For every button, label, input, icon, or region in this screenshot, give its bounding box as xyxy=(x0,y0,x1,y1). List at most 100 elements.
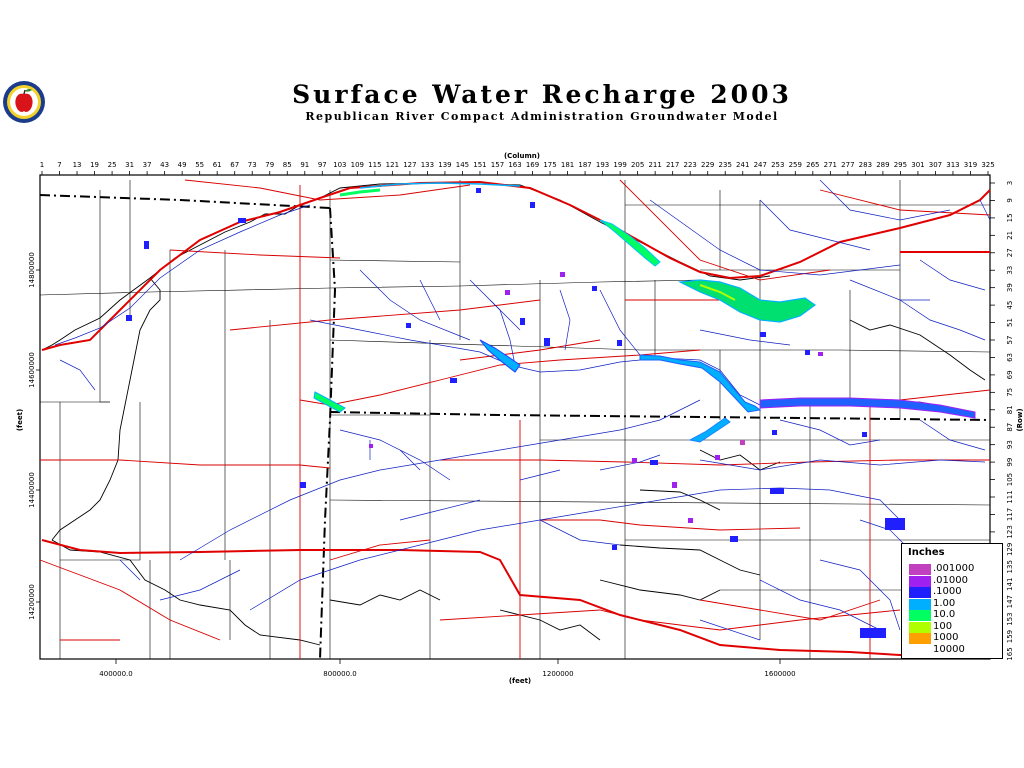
row-tick-label: 45 xyxy=(1006,301,1014,310)
column-tick-label: 115 xyxy=(368,161,381,169)
rivers xyxy=(54,179,991,641)
legend-swatch xyxy=(909,587,931,598)
column-tick-label: 205 xyxy=(631,161,644,169)
row-tick-label: 81 xyxy=(1006,405,1014,414)
x-feet-tick-label: 1600000 xyxy=(764,670,795,678)
column-tick-label: 55 xyxy=(195,161,204,169)
row-tick-label: 99 xyxy=(1006,458,1014,467)
column-tick-label: 211 xyxy=(648,161,661,169)
legend-entry: 1000 xyxy=(909,632,999,644)
x-feet-tick-label: 800000.0 xyxy=(323,670,356,678)
column-tick-label: 7 xyxy=(57,161,61,169)
row-tick-label: 165 xyxy=(1006,647,1014,660)
row-tick-label: 33 xyxy=(1006,266,1014,275)
column-tick-label: 295 xyxy=(894,161,907,169)
legend-label: .1000 xyxy=(933,586,962,597)
agency-logo-icon xyxy=(2,80,46,124)
row-tick-label: 27 xyxy=(1006,248,1014,257)
column-tick-label: 1 xyxy=(40,161,44,169)
legend-entry: 10000 xyxy=(909,643,999,656)
column-tick-label: 79 xyxy=(265,161,274,169)
column-tick-label: 133 xyxy=(421,161,434,169)
y-feet-axis: (feet) 14800000 14600000 14400000 14200000 xyxy=(16,252,40,620)
column-tick-label: 169 xyxy=(526,161,539,169)
column-tick-label: 217 xyxy=(666,161,679,169)
column-tick-label: 271 xyxy=(824,161,837,169)
map-frame xyxy=(39,174,991,660)
legend-entry: 10.0 xyxy=(909,609,999,621)
map-subtitle: Republican River Compact Administration … xyxy=(305,110,779,123)
legend-swatch xyxy=(909,644,931,656)
state-lines xyxy=(39,194,991,660)
column-tick-label: 319 xyxy=(964,161,977,169)
column-tick-label: 97 xyxy=(318,161,327,169)
column-tick-label: 193 xyxy=(596,161,609,169)
row-tick-label: 159 xyxy=(1006,630,1014,643)
y-feet-tick-label: 14600000 xyxy=(28,352,36,388)
legend-label: 10.0 xyxy=(933,609,956,620)
column-axis-label: (Column) xyxy=(504,152,540,160)
column-tick-label: 175 xyxy=(543,161,556,169)
column-tick-label: 109 xyxy=(351,161,364,169)
row-tick-label: 93 xyxy=(1006,440,1014,449)
column-tick-label: 49 xyxy=(178,161,187,169)
row-tick-label: 75 xyxy=(1006,388,1014,397)
column-tick-label: 43 xyxy=(160,161,169,169)
legend-label: .01000 xyxy=(933,574,968,586)
column-tick-label: 283 xyxy=(859,161,872,169)
row-tick-label: 135 xyxy=(1006,560,1014,573)
x-feet-axis-label: (feet) xyxy=(509,677,531,685)
column-tick-label: 151 xyxy=(473,161,486,169)
row-tick-label: 9 xyxy=(1006,198,1014,202)
column-tick-label: 313 xyxy=(946,161,959,169)
column-tick-label: 301 xyxy=(911,161,924,169)
column-tick-label: 277 xyxy=(841,161,854,169)
row-tick-label: 39 xyxy=(1006,283,1014,292)
row-tick-label: 141 xyxy=(1006,578,1014,591)
legend-entry: .001000 xyxy=(909,563,999,575)
column-tick-label: 61 xyxy=(213,161,222,169)
column-tick-label: 265 xyxy=(806,161,819,169)
legend-entry: 100 xyxy=(909,621,999,633)
column-tick-label: 247 xyxy=(754,161,767,169)
column-tick-label: 145 xyxy=(456,161,469,169)
column-tick-label: 235 xyxy=(719,161,732,169)
recharge-cells xyxy=(126,182,976,638)
column-axis: (Column) 1 7 13 19 25 31 37 43 49 55 61 67 73 79 85 91 9… xyxy=(40,152,995,175)
y-feet-tick-label: 14200000 xyxy=(28,584,36,620)
row-tick-label: 123 xyxy=(1006,525,1014,538)
row-tick-label: 129 xyxy=(1006,543,1014,556)
row-tick-label: 153 xyxy=(1006,612,1014,625)
legend-label: 10000 xyxy=(933,643,965,655)
x-feet-tick-label: 400000.0 xyxy=(99,670,132,678)
column-tick-label: 127 xyxy=(403,161,416,169)
row-tick-label: 15 xyxy=(1006,213,1014,222)
column-tick-label: 325 xyxy=(981,161,994,169)
column-tick-label: 121 xyxy=(386,161,399,169)
column-tick-label: 103 xyxy=(333,161,346,169)
row-tick-label: 111 xyxy=(1006,490,1014,503)
column-tick-label: 13 xyxy=(73,161,82,169)
column-tick-label: 307 xyxy=(929,161,942,169)
column-tick-label: 223 xyxy=(683,161,696,169)
row-tick-label: 87 xyxy=(1006,423,1014,432)
legend: Inches .001000.01000.1000 1.00 10.0 100 1000… xyxy=(901,543,1003,659)
column-tick-label: 259 xyxy=(789,161,802,169)
column-tick-label: 31 xyxy=(125,161,134,169)
column-tick-label: 19 xyxy=(90,161,99,169)
map-title: Surface Water Recharge 2003 xyxy=(292,80,792,109)
y-feet-tick-label: 14400000 xyxy=(28,472,36,508)
legend-label: .001000 xyxy=(933,563,975,574)
legend-swatch xyxy=(909,610,931,621)
column-tick-label: 37 xyxy=(143,161,152,169)
row-tick-label: 51 xyxy=(1006,318,1014,327)
column-tick-label: 199 xyxy=(613,161,626,169)
column-tick-label: 91 xyxy=(300,161,309,169)
column-tick-label: 289 xyxy=(876,161,889,169)
row-tick-label: 117 xyxy=(1006,508,1014,521)
legend-swatch xyxy=(909,598,931,610)
legend-swatch xyxy=(909,564,931,575)
x-feet-tick-label: 1200000 xyxy=(542,670,573,678)
row-tick-label: 63 xyxy=(1006,353,1014,362)
